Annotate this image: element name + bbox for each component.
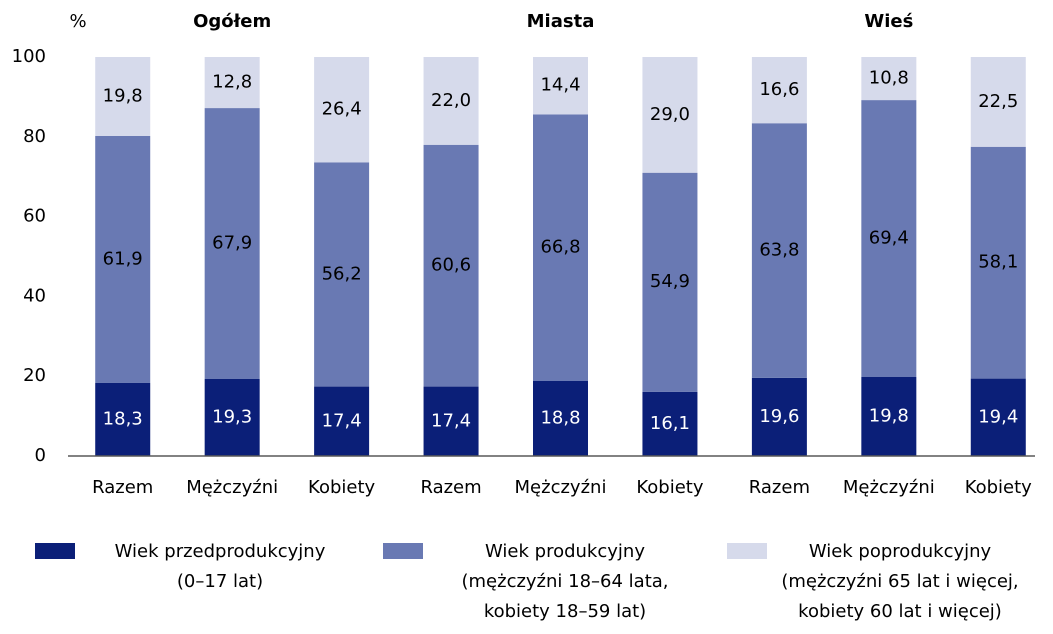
bar-segment <box>751 123 807 378</box>
bar-segment <box>533 380 588 456</box>
x-tick-label: Mężczyźni <box>843 477 935 498</box>
legend-label: Wiek poprodukcyjny <box>809 541 992 562</box>
value-label: 22,0 <box>431 90 471 111</box>
legend-label: kobiety 18–59 lat) <box>484 601 646 622</box>
bar-segment <box>423 386 479 456</box>
bar-segment <box>314 386 370 456</box>
value-label: 17,4 <box>431 410 471 431</box>
bar-segment <box>642 172 698 392</box>
value-label: 19,4 <box>978 406 1018 427</box>
x-tick-label: Kobiety <box>636 477 703 498</box>
value-label: 63,8 <box>759 240 799 261</box>
bar-segment <box>423 144 479 387</box>
value-label: 14,4 <box>540 75 580 96</box>
y-tick-label: 100 <box>12 46 46 67</box>
y-axis-label: % <box>69 11 86 32</box>
bar-segment <box>95 136 151 383</box>
value-label: 26,4 <box>322 99 362 120</box>
x-tick-label: Mężczyźni <box>186 477 278 498</box>
legend-swatch <box>383 543 423 559</box>
bar-segment <box>204 108 260 379</box>
bar-segment <box>204 57 260 109</box>
legend-label: Wiek przedprodukcyjny <box>115 541 326 562</box>
legend-label: Wiek produkcyjny <box>485 541 645 562</box>
bar-segment <box>314 162 370 387</box>
group-label: Wieś <box>864 11 913 32</box>
value-label: 58,1 <box>978 252 1018 273</box>
bar-segment <box>95 57 151 137</box>
value-label: 10,8 <box>869 68 909 89</box>
bar-segment <box>970 57 1026 147</box>
bar-segment <box>970 378 1026 456</box>
legend-label: (0–17 lat) <box>177 571 263 592</box>
bar-segment <box>95 382 151 456</box>
bar-segment <box>751 57 807 124</box>
x-tick-label: Kobiety <box>308 477 375 498</box>
value-label: 69,4 <box>869 228 909 249</box>
value-label: 22,5 <box>978 91 1018 112</box>
bar-segment <box>751 377 807 456</box>
x-tick-label: Razem <box>420 477 481 498</box>
value-label: 19,3 <box>212 406 252 427</box>
bar-segment <box>533 57 588 115</box>
x-tick-label: Kobiety <box>965 477 1032 498</box>
value-label: 12,8 <box>212 72 252 93</box>
legend-label: (mężczyźni 65 lat i więcej, <box>781 571 1018 592</box>
y-tick-label: 20 <box>23 365 46 386</box>
y-tick-label: 0 <box>35 445 46 466</box>
value-label: 61,9 <box>103 248 143 269</box>
legend-label: kobiety 60 lat i więcej) <box>798 601 1002 622</box>
y-tick-label: 80 <box>23 126 46 147</box>
bar-segment <box>861 100 917 377</box>
y-tick-label: 40 <box>23 285 46 306</box>
value-label: 67,9 <box>212 233 252 254</box>
value-label: 29,0 <box>650 104 690 125</box>
value-label: 60,6 <box>431 255 471 276</box>
bar-segment <box>970 146 1026 379</box>
bar-segment <box>642 391 698 456</box>
value-label: 19,6 <box>759 406 799 427</box>
value-label: 16,1 <box>650 413 690 434</box>
legend-label: (mężczyźni 18–64 lata, <box>461 571 668 592</box>
value-label: 17,4 <box>322 410 362 431</box>
bar-segment <box>861 57 917 101</box>
legend-swatch <box>35 543 75 559</box>
bar-segment <box>314 57 370 163</box>
x-tick-label: Razem <box>92 477 153 498</box>
bar-segment <box>533 114 588 381</box>
value-label: 18,8 <box>540 407 580 428</box>
value-label: 19,8 <box>869 405 909 426</box>
bar-segment <box>642 57 698 173</box>
y-tick-label: 60 <box>23 206 46 227</box>
bar-segment <box>204 378 260 456</box>
value-label: 54,9 <box>650 271 690 292</box>
bar-segment <box>861 376 917 456</box>
group-label: Miasta <box>527 11 595 32</box>
legend-swatch <box>727 543 767 559</box>
value-label: 56,2 <box>322 263 362 284</box>
x-tick-label: Razem <box>749 477 810 498</box>
value-label: 18,3 <box>103 408 143 429</box>
value-label: 19,8 <box>103 86 143 107</box>
value-label: 16,6 <box>759 79 799 100</box>
bar-segment <box>423 57 479 145</box>
x-tick-label: Mężczyźni <box>515 477 607 498</box>
group-label: Ogółem <box>193 11 271 32</box>
value-label: 66,8 <box>540 237 580 258</box>
